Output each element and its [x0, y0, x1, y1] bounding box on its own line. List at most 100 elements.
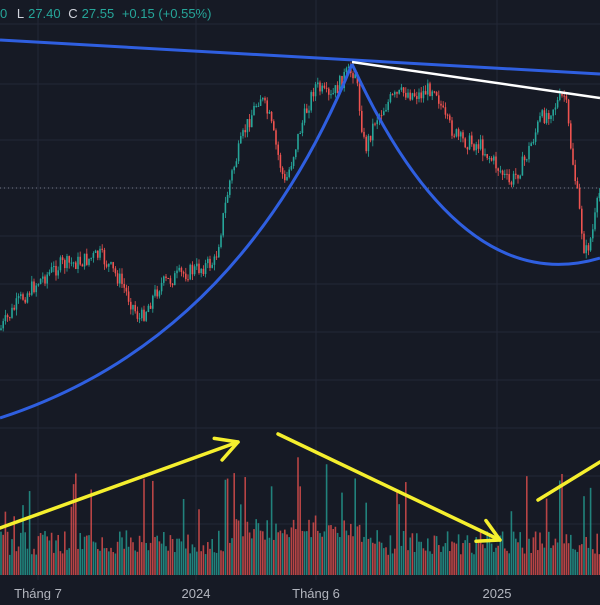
- candle-body: [552, 109, 554, 116]
- candle-body: [90, 257, 92, 259]
- candle-body: [501, 170, 504, 175]
- candle-body: [251, 115, 253, 128]
- candle-body: [160, 282, 163, 292]
- volume-bar: [323, 531, 326, 575]
- volume-bar: [585, 536, 587, 575]
- candle-body: [33, 281, 35, 293]
- volume-bar: [262, 531, 264, 575]
- volume-bar: [598, 554, 600, 575]
- candle-body: [284, 174, 286, 181]
- candle-body: [519, 175, 521, 179]
- candle-body: [61, 257, 64, 261]
- volume-bar: [147, 550, 150, 575]
- volume-bar: [295, 529, 297, 575]
- volume-bar: [246, 521, 249, 575]
- volume-bar: [284, 529, 286, 575]
- candle-body: [598, 193, 600, 199]
- change-value: +0.15 (+0.55%): [121, 6, 212, 21]
- candle-body: [409, 92, 411, 100]
- volume-bar: [541, 543, 543, 575]
- candle-body: [433, 91, 436, 93]
- candle-body: [301, 122, 304, 133]
- volume-bar: [193, 547, 196, 575]
- volume-bar: [365, 502, 367, 575]
- volume-bar: [508, 553, 510, 575]
- candle-body: [11, 307, 13, 318]
- candle-body: [339, 75, 341, 94]
- volume-bar: [402, 531, 405, 575]
- candle-body: [215, 256, 218, 258]
- candle-body: [39, 278, 42, 285]
- volume-bar: [15, 551, 18, 575]
- candle-body: [506, 173, 508, 175]
- volume-bar: [136, 551, 139, 575]
- volume-bar: [202, 545, 205, 575]
- candle-body: [427, 83, 429, 95]
- volume-bar: [189, 553, 191, 575]
- drawing-overlays[interactable]: [0, 38, 600, 544]
- candle-body: [310, 92, 312, 111]
- volume-bar: [482, 544, 484, 575]
- volume-bar: [88, 535, 90, 575]
- candle-body: [398, 89, 400, 94]
- candle-body: [336, 85, 339, 94]
- volume-bar: [163, 532, 165, 575]
- candle-body: [66, 256, 68, 269]
- candle-body: [490, 158, 493, 161]
- volume-bar: [477, 540, 480, 575]
- volume-bar: [26, 548, 29, 575]
- candle-body: [374, 123, 376, 125]
- volume-bar: [101, 537, 103, 575]
- volume-bar: [68, 548, 70, 575]
- volume-bar: [149, 542, 152, 575]
- candle-body: [0, 328, 2, 330]
- candle-body: [499, 170, 502, 172]
- candle-body: [50, 267, 53, 273]
- volume-bar: [512, 531, 515, 575]
- candle-body: [358, 83, 361, 111]
- candle-body: [594, 212, 596, 230]
- candle-body: [532, 141, 535, 144]
- volume-bar: [160, 543, 163, 575]
- volume-bar: [431, 553, 433, 575]
- candle-body: [523, 156, 526, 161]
- cup-arc-left: [0, 63, 354, 420]
- volume-bar: [530, 552, 532, 575]
- volume-bar: [28, 491, 31, 575]
- candle-body: [44, 276, 46, 284]
- volume-bar: [462, 543, 464, 575]
- candle-body: [550, 115, 552, 120]
- volume-bar: [83, 536, 86, 575]
- candle-body: [70, 262, 73, 264]
- candle-body: [308, 110, 310, 113]
- candle-body: [143, 309, 145, 321]
- candle-body: [163, 276, 165, 283]
- candle-body: [2, 321, 4, 329]
- candle-body: [515, 173, 517, 175]
- volume-bar: [66, 549, 68, 575]
- volume-bar: [473, 554, 475, 575]
- candle-body: [440, 103, 442, 106]
- candle-body: [114, 268, 117, 274]
- candle-body: [35, 285, 37, 293]
- volume-bar: [110, 547, 112, 575]
- volume-bar: [22, 505, 24, 575]
- volume-bar: [178, 538, 180, 575]
- volume-bar: [299, 486, 301, 575]
- candle-body: [438, 95, 440, 104]
- candle-body: [64, 260, 66, 269]
- candle-body: [537, 121, 539, 133]
- volume-bar: [567, 543, 570, 575]
- volume-bar: [204, 554, 207, 575]
- volume-bar: [363, 536, 365, 575]
- volume-bar: [77, 548, 79, 575]
- volume-bar: [138, 535, 141, 575]
- volume-bar: [215, 552, 218, 575]
- candle-body: [46, 274, 48, 284]
- volume-bar: [596, 533, 598, 575]
- volume-bar: [420, 541, 422, 575]
- volume-bar: [537, 550, 539, 575]
- candle-body: [530, 143, 532, 146]
